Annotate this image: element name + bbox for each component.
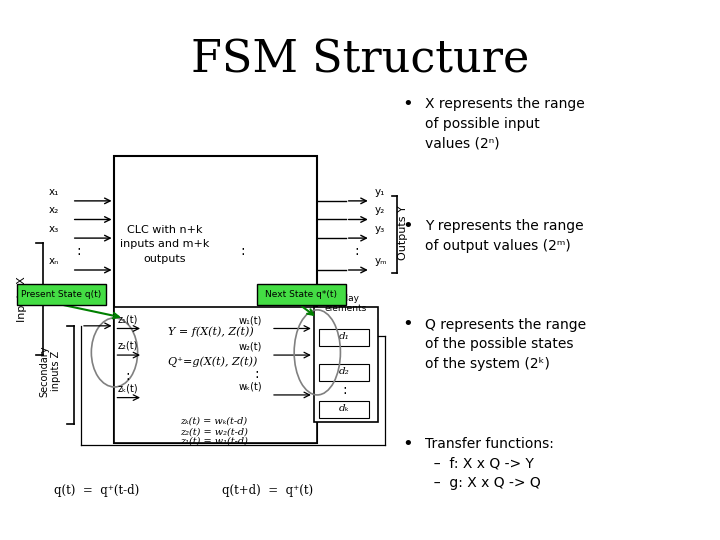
Text: w₂(t): w₂(t) (239, 342, 262, 352)
FancyBboxPatch shape (114, 156, 318, 443)
FancyBboxPatch shape (17, 285, 106, 305)
Text: Transfer functions:
  –  f: X x Q -> Y
  –  g: X x Q -> Q: Transfer functions: – f: X x Q -> Y – g:… (426, 437, 554, 490)
FancyBboxPatch shape (320, 329, 369, 346)
Text: FSM Structure: FSM Structure (191, 39, 529, 82)
Text: dₖ: dₖ (339, 404, 349, 413)
Text: d₁: d₁ (339, 332, 350, 341)
Text: X represents the range
of possible input
values (2ⁿ): X represents the range of possible input… (426, 97, 585, 150)
Text: Delay
elements: Delay elements (325, 294, 367, 313)
Text: :: : (254, 367, 259, 381)
Text: zₖ(t): zₖ(t) (118, 383, 139, 393)
FancyBboxPatch shape (314, 307, 378, 422)
Text: Y = f(X(t), Z(t)): Y = f(X(t), Z(t)) (168, 327, 253, 338)
Text: x₃: x₃ (49, 224, 59, 234)
FancyBboxPatch shape (320, 363, 369, 381)
Text: zₖ(t) = wₖ(t-d): zₖ(t) = wₖ(t-d) (181, 417, 248, 426)
Text: yₘ: yₘ (374, 256, 387, 266)
Text: x₂: x₂ (49, 205, 59, 215)
Text: outputs: outputs (143, 254, 186, 264)
Text: y₂: y₂ (374, 205, 384, 215)
Text: •: • (402, 94, 413, 112)
Text: x₁: x₁ (49, 187, 59, 197)
Text: y₁: y₁ (374, 187, 384, 197)
Text: z₂(t) = w₂(t-d): z₂(t) = w₂(t-d) (180, 427, 248, 436)
Text: w₁(t): w₁(t) (239, 315, 262, 325)
FancyBboxPatch shape (114, 307, 318, 443)
FancyBboxPatch shape (320, 401, 369, 418)
FancyBboxPatch shape (257, 285, 346, 305)
Text: Present State q(t): Present State q(t) (22, 290, 102, 299)
Text: wₖ(t): wₖ(t) (239, 382, 263, 392)
Text: :: : (240, 245, 245, 259)
Text: •: • (402, 435, 413, 453)
Text: z₂(t): z₂(t) (118, 341, 138, 351)
Text: q(t+d)  =  q⁺(t): q(t+d) = q⁺(t) (222, 484, 313, 497)
Text: Q represents the range
of the possible states
of the system (2ᵏ): Q represents the range of the possible s… (426, 318, 587, 371)
Text: Inputs X: Inputs X (17, 276, 27, 322)
Text: inputs and m+k: inputs and m+k (120, 239, 209, 249)
Text: Q⁺=g(X(t), Z(t)): Q⁺=g(X(t), Z(t)) (168, 356, 257, 367)
Text: :: : (342, 383, 346, 396)
Text: d₂: d₂ (339, 367, 350, 375)
Text: y₃: y₃ (374, 224, 384, 234)
Text: Next State q*(t): Next State q*(t) (265, 290, 337, 299)
Text: Secondary
inputs Z: Secondary inputs Z (40, 345, 61, 397)
Text: •: • (402, 315, 413, 333)
Text: xₙ: xₙ (49, 256, 59, 266)
Text: CLC with n+k: CLC with n+k (127, 225, 202, 235)
Text: :: : (76, 245, 81, 259)
Text: z₁(t): z₁(t) (118, 314, 138, 324)
Text: z₁(t) = w₁(t-d): z₁(t) = w₁(t-d) (180, 437, 248, 445)
Text: :: : (125, 369, 130, 383)
Text: :: : (354, 245, 359, 259)
Text: Outputs Y: Outputs Y (397, 205, 408, 260)
Text: q(t)  =  q⁺(t-d): q(t) = q⁺(t-d) (54, 484, 139, 497)
Text: •: • (402, 217, 413, 235)
Text: Y represents the range
of output values (2ᵐ): Y represents the range of output values … (426, 219, 584, 253)
